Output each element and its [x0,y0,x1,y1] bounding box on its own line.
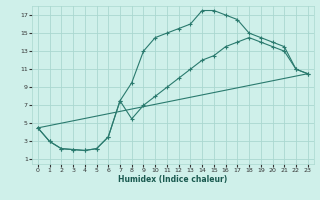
X-axis label: Humidex (Indice chaleur): Humidex (Indice chaleur) [118,175,228,184]
